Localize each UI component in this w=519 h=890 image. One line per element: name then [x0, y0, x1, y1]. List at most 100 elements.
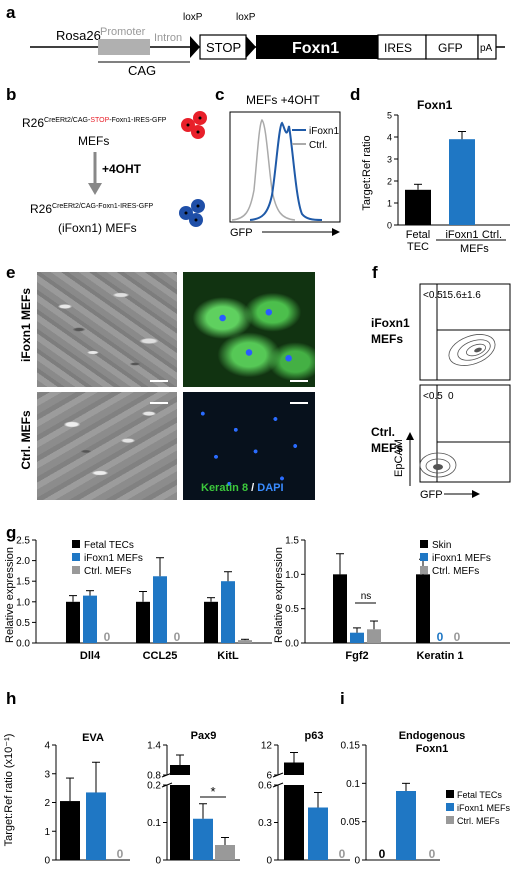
y-tick-label: 5	[387, 111, 392, 121]
flow-row1-label-b: MEFs	[371, 332, 403, 346]
panel-label-b: b	[6, 85, 16, 104]
y-tick-label: 0	[266, 856, 272, 867]
row-label-ctrl-mefs: Ctrl. MEFs	[19, 410, 33, 470]
legend-swatch-ifoxn1-right	[420, 553, 428, 561]
chart-d-group-label: MEFs	[460, 243, 489, 255]
fluorescence-image-ctrl: Keratin 8 / DAPI	[183, 392, 315, 500]
bar-iFoxn1 MEFs	[193, 818, 213, 860]
flow-plot-bottom: <0.5 0	[419, 384, 511, 483]
genotype-top: R26CreERt2/CAG-STOP-Foxn1-IRES-GFP	[22, 116, 167, 130]
y-tick-label: 1.5	[16, 577, 30, 588]
legend-i-swatch-ctrl	[446, 816, 454, 824]
chart-title: p63	[305, 730, 324, 742]
stop-box	[199, 34, 247, 60]
y-tick-label: 0.3	[258, 818, 272, 829]
legend-ifoxn1-label: iFoxn1	[309, 126, 339, 137]
legend-i-label-ctrl: Ctrl. MEFs	[457, 816, 500, 826]
legend-label-fetal-tecs: Fetal TECs	[84, 540, 134, 551]
bar-KitL-0	[204, 601, 218, 643]
genotype-bottom: R26CreERt2/CAG-Foxn1-IRES-GFP	[30, 202, 153, 216]
scale-bar-2	[290, 380, 308, 382]
histogram-xlabel: GFP	[230, 227, 253, 239]
genotype-top-sup-b: -Foxn1-IRES-GFP	[109, 117, 167, 124]
scale-bar-3	[150, 402, 168, 404]
flow-bottom-gate-left: <0.5	[423, 391, 443, 402]
chart-d-ylabel: Target:Ref ratio	[361, 135, 373, 210]
schematic-b: R26CreERt2/CAG-STOP-Foxn1-IRES-GFP MEFs …	[22, 111, 207, 235]
y-tick-label: 0.6	[258, 781, 272, 792]
fluorescence-image-ifoxn1	[183, 272, 315, 387]
ires-label: IRES	[384, 41, 412, 55]
chart-g-right-ylabel: Relative expression	[273, 547, 285, 643]
flow-top-gate-right: 15.6±1.6	[442, 290, 481, 301]
panel-label-g: g	[6, 523, 16, 542]
bar-iFoxn1	[449, 139, 475, 225]
bar-Keratin 1-0	[416, 574, 430, 643]
y-tick-label: 0.2	[147, 781, 161, 792]
top-mefs-label: MEFs	[78, 134, 109, 148]
treatment-label: +4OHT	[102, 162, 142, 176]
zero-value-label: 0	[429, 847, 436, 861]
y-tick-label: 1.4	[147, 741, 161, 752]
stop-label: STOP	[206, 40, 241, 55]
red-cells-icon	[181, 111, 207, 139]
y-tick-label: 1	[387, 199, 392, 209]
chart-d-title: Foxn1	[417, 98, 453, 112]
loxp-label-1: loxP	[183, 12, 203, 23]
flow-top-gate-left: <0.5	[423, 290, 443, 301]
y-tick-label: 1.0	[285, 570, 299, 581]
chart-title: Pax9	[191, 730, 217, 742]
y-tick-label: 3	[387, 155, 392, 165]
chart-i-title-line2: Foxn1	[416, 743, 448, 755]
brightfield-image-ifoxn1	[37, 272, 177, 387]
scale-bar-1	[150, 380, 168, 382]
scale-bar-4	[290, 402, 308, 404]
flow-x-arrow-head	[472, 490, 480, 498]
construct-diagram: Rosa26 Promoter Intron CAG loxP STOP lox…	[30, 12, 505, 78]
chart-h-ylabel: Target:Ref ratio (x10⁻¹)	[3, 734, 15, 847]
bar-Fetal TEC	[405, 189, 431, 225]
histogram-c: iFoxn1 Ctrl. GFP	[229, 111, 341, 239]
zero-value-label: 0	[437, 630, 444, 644]
promoter-label: Promoter	[100, 26, 146, 38]
y-tick-label: 1.0	[16, 597, 30, 608]
loxp-triangle-2	[246, 36, 256, 58]
x-category-label: Fgf2	[345, 650, 368, 662]
bar-Dll4-1	[83, 595, 97, 643]
legend-i-swatch-fetal	[446, 790, 454, 798]
x-label-tec: TEC	[407, 241, 429, 253]
flow-bottom-contour-2	[425, 458, 451, 474]
y-tick-label: 1.5	[285, 536, 299, 547]
y-tick-label: 2.5	[16, 536, 30, 547]
histogram-title: MEFs +4OHT	[246, 93, 320, 107]
flow-top-contour-2	[457, 339, 491, 361]
y-tick-label: 0.15	[341, 741, 361, 752]
panel-label-h: h	[6, 689, 16, 708]
panel-label-f: f	[372, 263, 378, 282]
flow-bottom-gate-right: 0	[448, 391, 454, 402]
legend-label-ifoxn1: iFoxn1 MEFs	[84, 553, 143, 564]
flow-y-arrow-head	[406, 432, 414, 440]
flow-top-contour-core	[474, 347, 482, 353]
panel-label-c: c	[215, 85, 224, 104]
chart-i-legend: Fetal TECs iFoxn1 MEFs Ctrl. MEFs	[446, 790, 511, 826]
flow-row2-label-b: MEFs	[371, 441, 403, 455]
bar-Fetal TECs	[60, 801, 80, 860]
y-tick-label: 0.5	[285, 604, 299, 615]
panel-label-i: i	[340, 689, 345, 708]
chart-g-right: 0.0 0.5 1.0 1.5 Fgf2 0 0 Keratin 1 ns	[285, 536, 510, 662]
flow-xlabel: GFP	[420, 489, 443, 501]
bar-iFoxn1 MEFs	[86, 792, 106, 860]
x-category-label: KitL	[217, 650, 239, 662]
y-tick-label: 0.8	[147, 771, 161, 782]
rosa26-label: Rosa26	[56, 28, 101, 43]
chart-g-right-legend: Skin iFoxn1 MEFs Ctrl. MEFs	[420, 540, 491, 577]
x-category-label: Dll4	[80, 650, 101, 662]
ifoxn1-histogram-curve	[249, 121, 323, 221]
zero-value-label: 0	[117, 847, 124, 861]
zero-value-label: 0	[339, 847, 346, 861]
flow-row2-label-a: Ctrl.	[371, 425, 395, 439]
bar-CCL25-1	[153, 576, 167, 643]
